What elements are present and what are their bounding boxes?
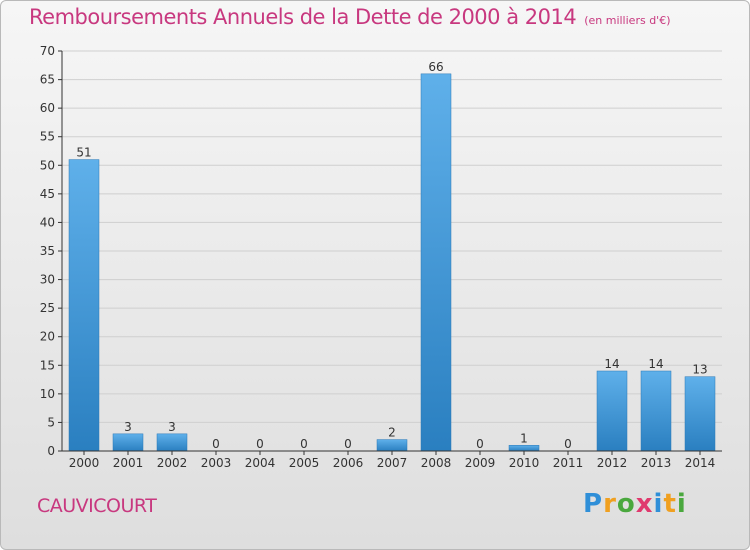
- y-tick-label: 5: [47, 415, 55, 429]
- x-tick-label: 2008: [421, 456, 452, 470]
- bar-value-label: 0: [344, 437, 352, 451]
- x-tick-label: 2011: [553, 456, 584, 470]
- commune-name: CAUVICOURT: [37, 495, 157, 517]
- bar-value-label: 51: [76, 146, 91, 160]
- bar-value-label: 14: [648, 357, 663, 371]
- y-tick-label: 65: [40, 73, 55, 87]
- proxiti-logo: Proxiti: [583, 489, 687, 519]
- bar-value-label: 14: [604, 357, 619, 371]
- x-tick-label: 2012: [597, 456, 628, 470]
- bar: [68, 159, 100, 452]
- bar-value-label: 0: [300, 437, 308, 451]
- y-tick-label: 0: [47, 444, 55, 458]
- x-tick-label: 2001: [113, 456, 144, 470]
- bar: [156, 433, 188, 452]
- x-tick-label: 2010: [509, 456, 540, 470]
- bar: [640, 370, 672, 452]
- y-tick-label: 30: [40, 273, 55, 287]
- bar: [112, 433, 144, 452]
- bar: [596, 370, 628, 452]
- y-tick-label: 10: [40, 387, 55, 401]
- logo-letter: t: [663, 489, 677, 519]
- bar-value-label: 3: [168, 420, 176, 434]
- y-tick-label: 35: [40, 244, 55, 258]
- bar: [376, 439, 408, 452]
- logo-letter: i: [676, 489, 687, 519]
- x-tick-label: 2013: [641, 456, 672, 470]
- x-tick-label: 2003: [201, 456, 232, 470]
- bar: [420, 73, 452, 452]
- x-tick-label: 2007: [377, 456, 408, 470]
- bar-value-label: 2: [388, 426, 396, 440]
- logo-letter: P: [583, 489, 604, 519]
- labels: 0510152025303540455055606570512000320013…: [40, 44, 716, 470]
- x-tick-label: 2002: [157, 456, 188, 470]
- bar-value-label: 0: [476, 437, 484, 451]
- y-tick-label: 40: [40, 215, 55, 229]
- bar-value-label: 66: [428, 60, 443, 74]
- x-tick-label: 2009: [465, 456, 496, 470]
- x-tick-label: 2006: [333, 456, 364, 470]
- chart-title: Remboursements Annuels de la Dette de 20…: [29, 5, 577, 29]
- logo-letter: r: [603, 489, 617, 519]
- y-tick-label: 25: [40, 301, 55, 315]
- logo-letter: o: [616, 489, 636, 519]
- y-tick-label: 60: [40, 101, 55, 115]
- x-tick-label: 2014: [685, 456, 716, 470]
- y-tick-label: 70: [40, 44, 55, 58]
- bar-value-label: 1: [520, 431, 528, 445]
- bar-value-label: 3: [124, 420, 132, 434]
- x-tick-label: 2005: [289, 456, 320, 470]
- y-tick-label: 15: [40, 358, 55, 372]
- logo-letter: x: [635, 489, 654, 519]
- bar-value-label: 0: [256, 437, 264, 451]
- bar: [508, 445, 540, 452]
- bar-value-label: 0: [564, 437, 572, 451]
- bar: [684, 376, 716, 452]
- logo-letter: i: [653, 489, 664, 519]
- x-tick-label: 2000: [69, 456, 100, 470]
- grid-lines: [62, 50, 722, 423]
- bar-value-label: 13: [692, 363, 707, 377]
- y-tick-label: 45: [40, 187, 55, 201]
- bars: [68, 73, 716, 452]
- bar-value-label: 0: [212, 437, 220, 451]
- y-tick-label: 50: [40, 158, 55, 172]
- y-tick-label: 55: [40, 130, 55, 144]
- y-tick-label: 20: [40, 330, 55, 344]
- chart-title-row: Remboursements Annuels de la Dette de 20…: [29, 5, 670, 29]
- x-tick-label: 2004: [245, 456, 276, 470]
- axes: [58, 50, 722, 455]
- chart-unit: (en milliers d'€): [584, 14, 671, 27]
